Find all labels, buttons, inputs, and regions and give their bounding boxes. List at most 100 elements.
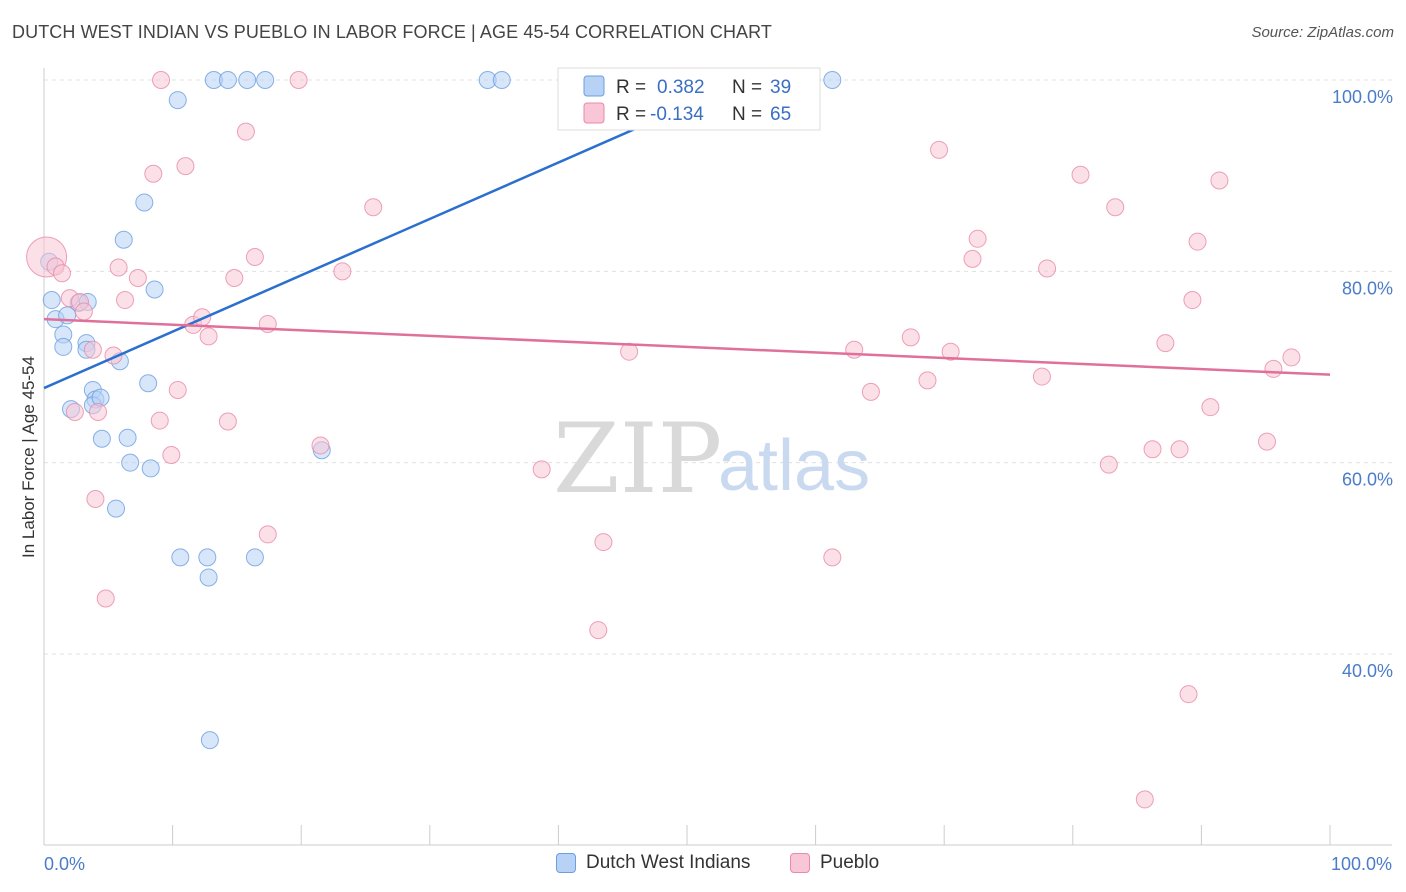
pueblo-point [289,71,308,89]
dutch-west-indian-point [823,71,842,89]
dutch-west-indian-point [42,291,61,310]
x-tick-label-0: 0.0% [44,854,85,874]
pueblo-point [1210,171,1229,190]
pueblo-point [333,262,352,281]
dutch-west-indian-point [139,374,158,393]
tick-labels: 40.0% 60.0% 80.0% 100.0% 0.0% 100.0% [44,87,1393,874]
pueblo-point [861,382,880,401]
source-label: Source: ZipAtlas.com [1251,24,1394,41]
pueblo-point [199,327,218,346]
pueblo-point [968,229,987,248]
pueblo-point [1032,367,1051,386]
pueblo-point [1264,359,1283,378]
pueblo-point [65,402,84,421]
dutch-west-indian-point [168,91,187,110]
legend-swatch-pink [583,102,605,124]
pueblo-point [150,411,169,430]
pueblo-point [1038,259,1057,278]
pueblo-point [1188,232,1207,251]
pueblo-point [364,198,383,217]
y-tick-label-100: 100.0% [1332,87,1393,107]
pueblo-point [109,258,128,277]
pueblo-point [176,157,195,176]
legend-n-label-1: N = [732,77,762,98]
dutch-west-indian-point [199,568,218,587]
pueblo-point [941,342,960,361]
legend-label-dutch-west-indians: Dutch West Indians [586,852,751,873]
pueblo-point [152,71,171,89]
pueblo-point [532,460,551,479]
watermark: ZIP atlas [553,403,870,515]
legend-n-value-2: 65 [770,104,791,125]
dutch-west-indian-point [492,71,511,89]
pueblo-point [74,302,93,321]
legend-r-value-2: -0.134 [650,104,704,125]
grid-lines [44,79,1392,655]
pueblo-point [589,621,608,640]
pueblo-point [963,249,982,268]
axes [43,68,1392,846]
dutch-west-indian-point [256,71,275,89]
y-axis-title: In Labor Force | Age 45-54 [19,356,38,558]
pueblo-point [218,412,237,431]
pueblo-point [162,446,181,465]
pueblo-point [1183,291,1202,310]
y-tick-label-60: 60.0% [1342,470,1393,490]
pueblo-point [258,525,277,544]
legend-swatch-blue [583,75,605,97]
legend-r-value-1: 0.382 [657,77,705,98]
pueblo-point [1156,334,1175,353]
dutch-west-indian-point [92,429,111,448]
pueblo-point [1071,165,1090,184]
legend-r-label-2: R = [616,104,646,125]
dutch-west-indian-point [118,428,137,447]
pueblo-point [116,291,135,310]
legend-r-label-1: R = [616,77,646,98]
pueblo-point [96,589,115,608]
stats-legend: R = 0.382 N = 39 R = -0.134 N = 65 [557,67,821,131]
pueblo-point [594,533,613,552]
legend-item-dutch-west-indians: Dutch West Indians [556,852,750,874]
dutch-west-indian-point [141,459,160,478]
pueblo-point [1257,432,1276,451]
watermark-atlas: atlas [718,426,870,506]
pueblo-point [823,548,842,567]
dutch-west-indian-point [218,71,237,89]
chart-title: DUTCH WEST INDIAN VS PUEBLO IN LABOR FOR… [12,22,773,42]
pueblo-point [1179,685,1198,704]
dutch-west-indian-point [145,280,164,299]
legend-swatch-pueblo [790,853,810,873]
pueblo-point [168,380,187,399]
dutch-west-indian-point [238,71,257,89]
pueblo-point [901,328,920,347]
dutch-west-indian-point [121,453,140,472]
series-legend: Dutch West Indians Pueblo [0,852,1406,878]
legend-n-label-2: N = [732,104,762,125]
pueblo-point [144,164,163,183]
pueblo-trend-line [43,317,1331,376]
pueblo-point [930,140,949,159]
pueblo-point [245,247,264,266]
pueblo-point [918,371,937,390]
pueblo-point [236,122,255,141]
x-tick-label-100: 100.0% [1331,854,1392,874]
pueblo-point [1282,348,1301,367]
legend-swatch-dutch-west-indians [556,853,576,873]
trend-lines [43,71,1331,390]
dutch-west-indian-point [54,337,73,356]
dutch-west-indian-point [198,548,217,567]
y-tick-label-80: 80.0% [1342,278,1393,298]
y-tick-label-40: 40.0% [1342,661,1393,681]
pueblo-point [53,264,72,283]
pueblo-point [225,269,244,288]
pueblo-point [1099,455,1118,474]
legend-item-pueblo: Pueblo [790,852,879,874]
legend-label-pueblo: Pueblo [820,852,880,873]
legend-n-value-1: 39 [770,77,791,98]
pueblo-point [128,269,147,288]
pueblo-point [1170,440,1189,459]
pueblo-point [845,340,864,359]
pueblo-point [1106,198,1125,217]
dutch-west-indian-point [107,499,126,518]
